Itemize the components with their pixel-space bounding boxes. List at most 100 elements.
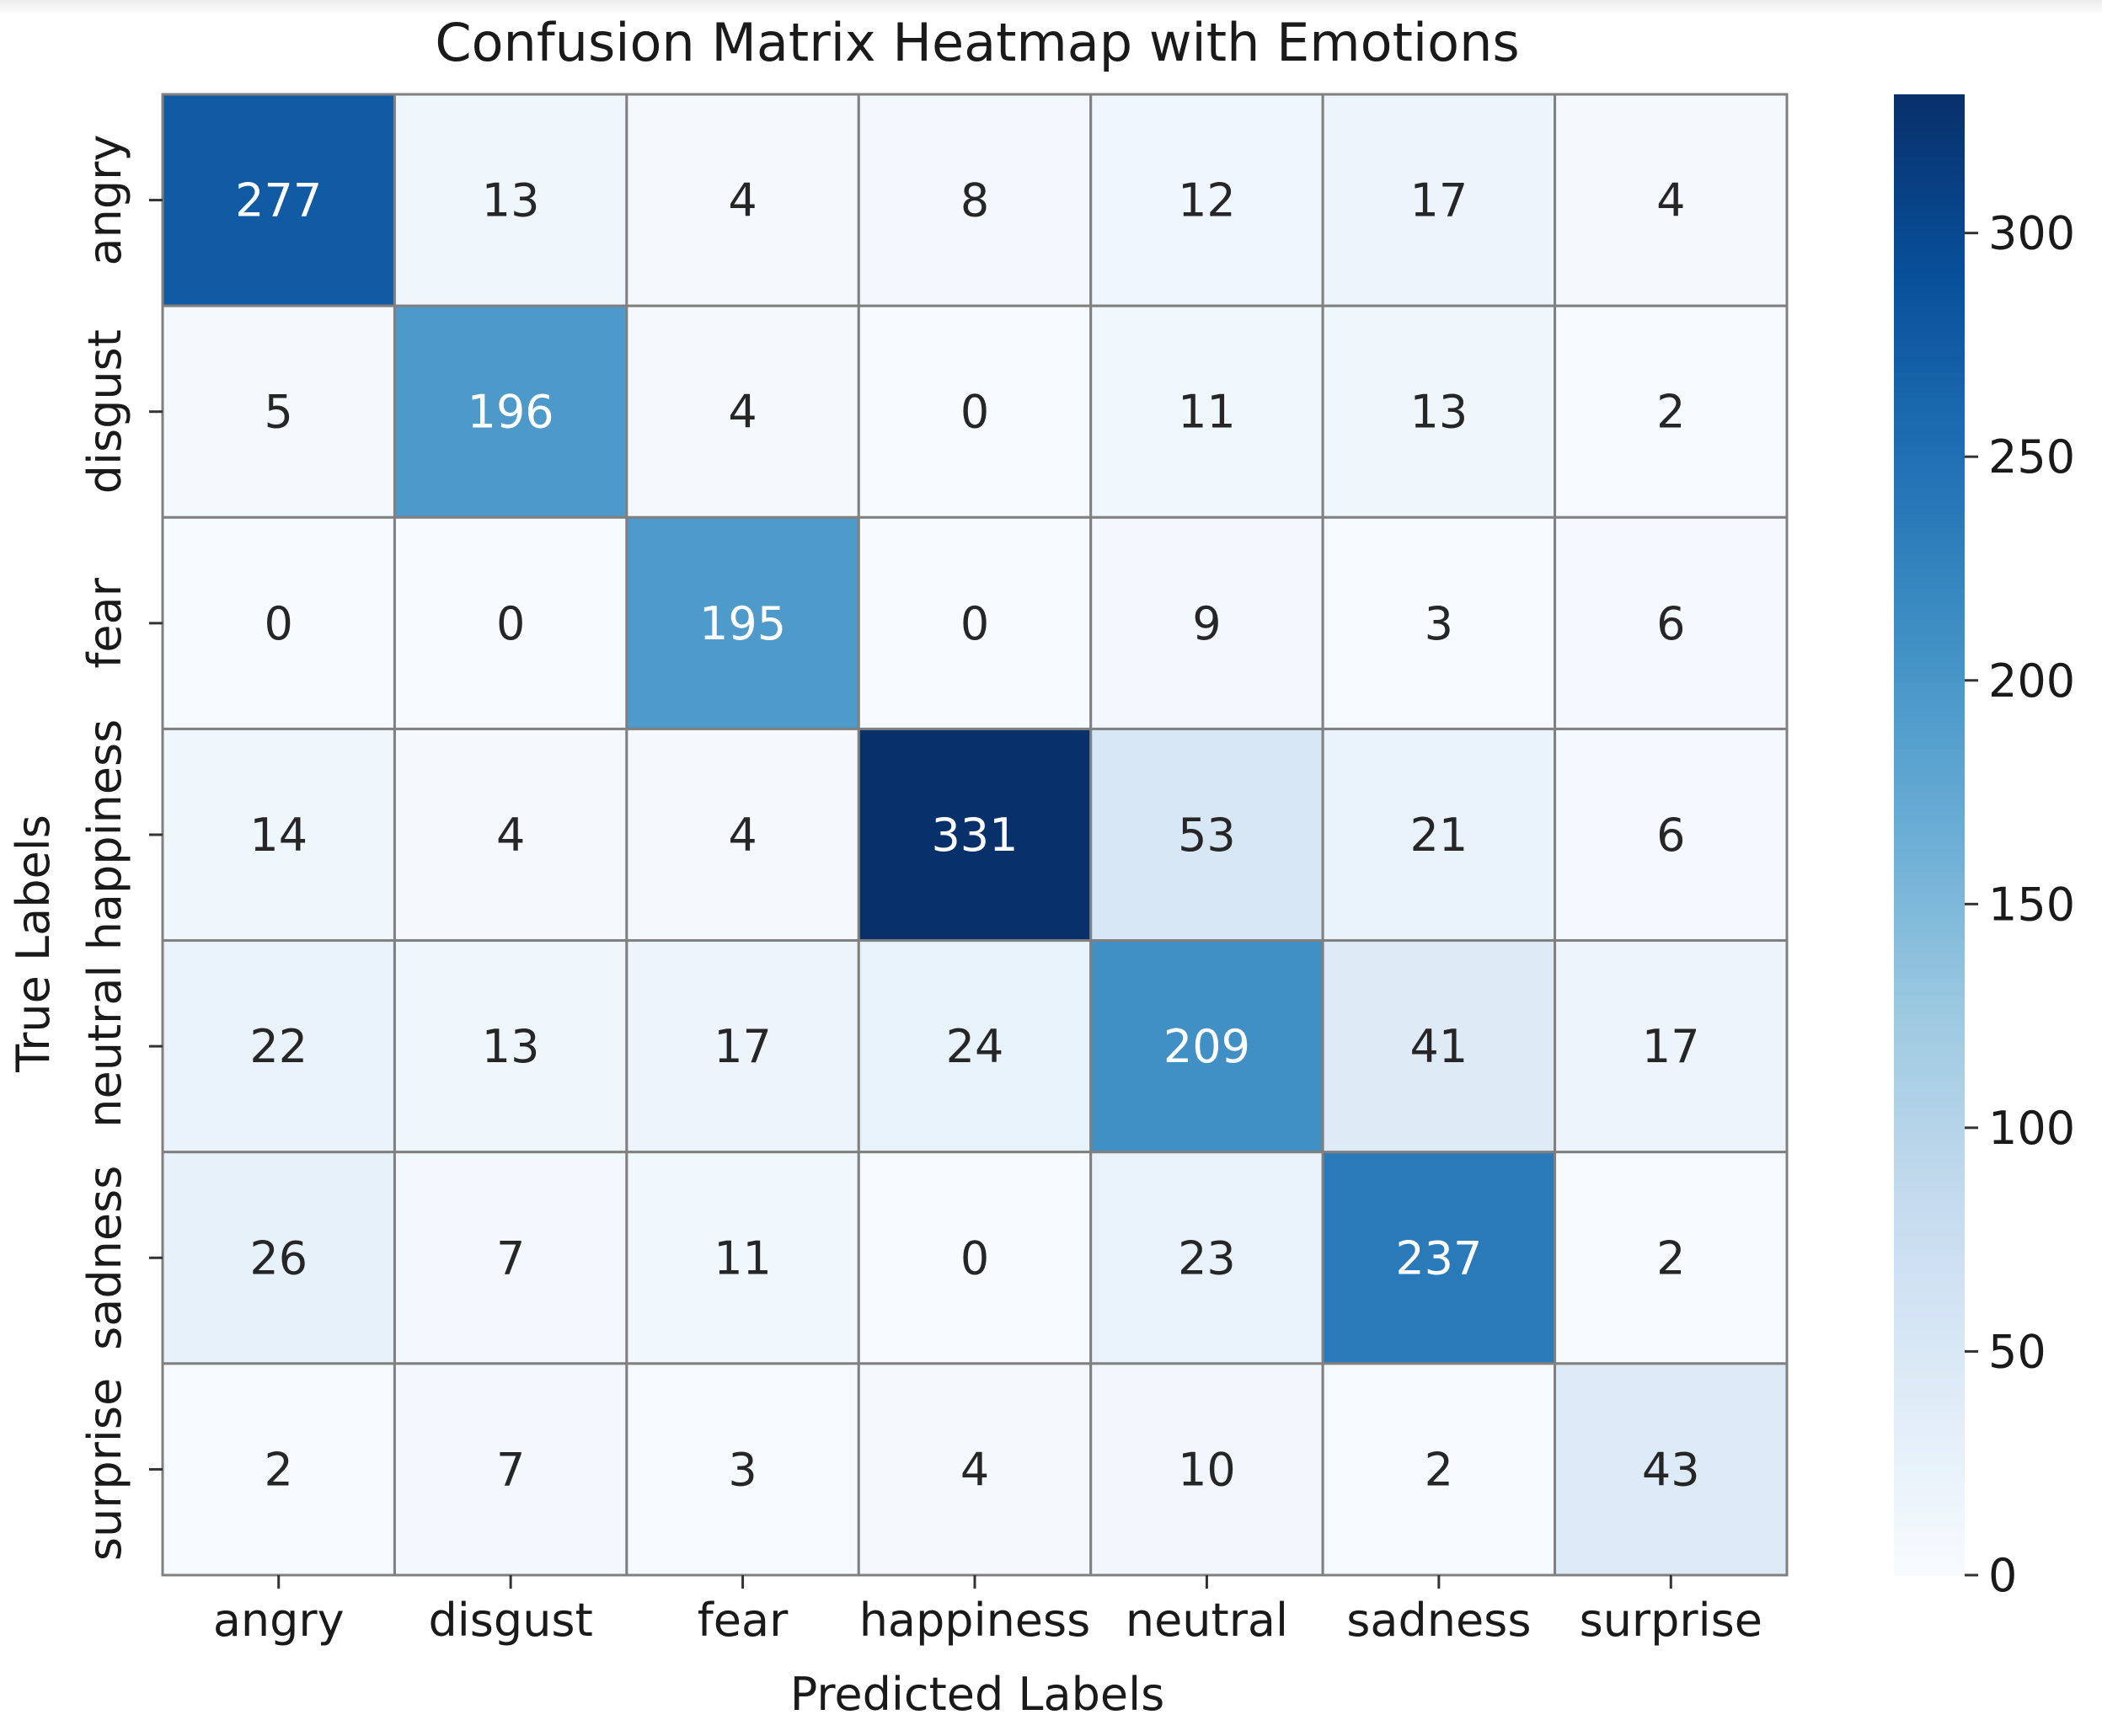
top-shade	[0, 0, 2102, 15]
cell-annotation: 0	[265, 597, 293, 650]
colorbar-tick-label: 0	[1988, 1549, 2017, 1602]
colorbar-segment	[1894, 828, 1965, 836]
colorbar-segment	[1894, 779, 1965, 787]
colorbar-segment	[1894, 661, 1965, 670]
colorbar-segment	[1894, 1544, 1965, 1552]
colorbar-segment	[1894, 217, 1965, 225]
colorbar-segment	[1894, 724, 1965, 731]
cell-annotation: 0	[960, 597, 989, 650]
colorbar-segment	[1894, 1427, 1965, 1434]
colorbar-segment	[1894, 1044, 1965, 1052]
colorbar-segment	[1894, 409, 1965, 416]
colorbar-segment	[1894, 989, 1965, 996]
heatmap-cell-happiness-fear	[625, 727, 860, 943]
colorbar-segment	[1894, 631, 1965, 638]
cell-annotation: 2	[1656, 1231, 1685, 1285]
colorbar-segment	[1894, 390, 1965, 398]
heatmap-cell-sadness-sadness	[1321, 1151, 1557, 1365]
colorbar-segment	[1894, 279, 1965, 287]
colorbar-segment	[1894, 1470, 1965, 1477]
colorbar-segment	[1894, 273, 1965, 280]
cell-annotation: 0	[960, 1231, 989, 1285]
cell-annotation: 41	[1409, 1020, 1468, 1073]
colorbar-segment	[1894, 1439, 1965, 1447]
cell-annotation: 6	[1656, 809, 1685, 862]
colorbar-segment	[1894, 1371, 1965, 1379]
colorbar-segment	[1894, 149, 1965, 158]
colorbar-segment	[1894, 1482, 1965, 1490]
colorbar-segment	[1894, 1464, 1965, 1472]
colorbar-segment	[1894, 952, 1965, 959]
colorbar-segment	[1894, 464, 1965, 472]
colorbar-segment	[1894, 125, 1965, 132]
colorbar-segment	[1894, 871, 1965, 879]
colorbar-segment	[1894, 1501, 1965, 1509]
heatmap-cell-disgust-neutral	[1089, 304, 1324, 519]
colorbar-segment	[1894, 927, 1965, 935]
heatmap-cell-disgust-surprise	[1554, 304, 1789, 519]
colorbar-segment	[1894, 470, 1965, 478]
colorbar-segment	[1894, 112, 1965, 120]
colorbar-segment	[1894, 729, 1965, 737]
colorbar-segment	[1894, 859, 1965, 867]
colorbar-segment	[1894, 297, 1965, 306]
colorbar-segment	[1894, 458, 1965, 466]
colorbar-segment	[1894, 1236, 1965, 1243]
colorbar-segment	[1894, 162, 1965, 169]
colorbar-segment	[1894, 1507, 1965, 1514]
colorbar-segment	[1894, 1457, 1965, 1466]
colorbar-segment	[1894, 477, 1965, 484]
cell-annotation: 17	[1642, 1020, 1700, 1073]
colorbar-segment	[1894, 1260, 1965, 1268]
cell-annotation: 195	[699, 597, 786, 650]
colorbar-segment	[1894, 267, 1965, 275]
colorbar-segment	[1894, 1445, 1965, 1453]
cell-annotation: 11	[1178, 386, 1236, 439]
colorbar-segment	[1894, 377, 1965, 386]
colorbar-segment	[1894, 1328, 1965, 1336]
cell-annotation: 6	[1656, 597, 1685, 650]
colorbar-segment	[1894, 1106, 1965, 1114]
colorbar-segment	[1894, 1180, 1965, 1188]
colorbar-segment	[1894, 94, 1965, 102]
cell-annotation: 196	[468, 386, 554, 439]
colorbar-segment	[1894, 1007, 1965, 1015]
colorbar-segment	[1894, 945, 1965, 953]
colorbar-segment	[1894, 341, 1965, 349]
colorbar-segment	[1894, 1310, 1965, 1317]
colorbar-segment	[1894, 575, 1965, 583]
x-tick-label-sadness: sadness	[1346, 1594, 1531, 1647]
colorbar-segment	[1894, 180, 1965, 188]
colorbar-segment	[1894, 1408, 1965, 1416]
colorbar-segment	[1894, 211, 1965, 219]
x-tick-label-happiness: happiness	[859, 1594, 1091, 1647]
colorbar-segment	[1894, 915, 1965, 922]
colorbar-segment	[1894, 1032, 1965, 1039]
colorbar-segment	[1894, 323, 1965, 330]
colorbar-segment	[1894, 698, 1965, 707]
colorbar-segment	[1894, 347, 1965, 355]
cell-annotation: 0	[960, 386, 989, 439]
y-tick-label-surprise: surprise	[78, 1378, 131, 1561]
heatmap-cells	[161, 93, 1789, 1577]
colorbar-segment	[1894, 1359, 1965, 1366]
colorbar-segment	[1894, 1229, 1965, 1237]
cell-annotations: 277 13 4 8 12 17 45 196 4 0 11 13 20 0 195 0 9 3 614 4 4 331 5…	[235, 174, 1699, 1497]
colorbar-tick-label: 300	[1988, 207, 2075, 260]
colorbar-segment	[1894, 551, 1965, 558]
colorbar-segment	[1894, 1186, 1965, 1194]
colorbar-segment	[1894, 588, 1965, 596]
x-tick-label-surprise: surprise	[1580, 1594, 1762, 1647]
colorbar: 0 50 100 150 200 250 300	[1894, 94, 2075, 1602]
colorbar-segment	[1894, 1303, 1965, 1311]
heatmap-cell-fear-angry	[161, 515, 396, 730]
x-tick-label-disgust: disgust	[429, 1594, 593, 1647]
colorbar-segment	[1894, 939, 1965, 947]
colorbar-tick-label: 100	[1988, 1102, 2075, 1155]
colorbar-segment	[1894, 735, 1965, 744]
colorbar-segment	[1894, 624, 1965, 633]
colorbar-tick-label: 50	[1988, 1325, 2046, 1378]
cell-annotation: 7	[496, 1443, 525, 1496]
colorbar-segment	[1894, 1143, 1965, 1151]
colorbar-segment	[1894, 1396, 1965, 1403]
